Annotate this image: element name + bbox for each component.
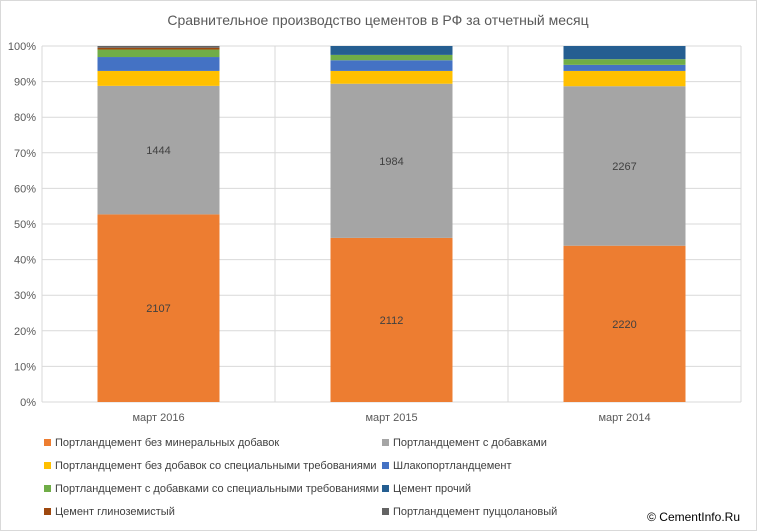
bar-segment	[563, 64, 686, 71]
bar-segment	[97, 46, 220, 48]
bar-segment	[330, 46, 453, 55]
legend-swatch	[44, 485, 51, 492]
legend-swatch	[382, 508, 389, 515]
bar-segment	[330, 60, 453, 71]
y-tick-label: 0%	[20, 397, 36, 409]
y-tick-label: 20%	[14, 326, 36, 338]
bar-segment	[330, 70, 453, 84]
legend-label: Шлакопортландцемент	[393, 460, 512, 472]
bar-segment	[563, 70, 686, 87]
data-label: 2267	[612, 161, 636, 173]
legend-label: Портландцемент без добавок со специальны…	[55, 460, 377, 472]
y-tick-label: 10%	[14, 361, 36, 373]
legend-swatch	[44, 462, 51, 469]
y-tick-label: 60%	[14, 183, 36, 195]
y-tick-label: 30%	[14, 290, 36, 302]
bar-segment	[97, 47, 220, 50]
bar-segment	[97, 214, 220, 402]
legend-swatch	[382, 439, 389, 446]
data-label: 2220	[612, 319, 636, 331]
bar-segment	[97, 85, 220, 215]
data-labels: 2107 1444 2112 1984 2220 2267	[146, 145, 636, 331]
y-tick-label: 100%	[8, 41, 36, 53]
bar-segment	[330, 83, 453, 238]
bar-segment	[563, 46, 686, 60]
chart-title: Сравнительное производство цементов в РФ…	[167, 12, 588, 28]
data-label: 1984	[379, 156, 403, 168]
legend-swatch	[382, 462, 389, 469]
legend-swatch	[44, 508, 51, 515]
legend-label: Цемент глиноземистый	[55, 506, 175, 518]
data-label: 2107	[146, 303, 170, 315]
y-tick-label: 80%	[14, 112, 36, 124]
data-label: 1444	[146, 145, 170, 157]
bar-segment	[97, 57, 220, 71]
bar-segment	[97, 49, 220, 58]
bar-segment	[563, 59, 686, 65]
bar-segment	[563, 245, 686, 402]
y-tick-label: 40%	[14, 255, 36, 267]
x-tick-label: март 2015	[365, 412, 417, 424]
legend-label: Портландцемент без минеральных добавок	[55, 437, 279, 449]
legend-label: Портландцемент с добавками со специальны…	[55, 483, 379, 495]
y-tick-label: 50%	[14, 219, 36, 231]
bar-segment	[97, 70, 220, 86]
copyright-text: © CementInfo.Ru	[647, 510, 740, 524]
legend-label: Портландцемент пуццолановый	[393, 506, 557, 518]
bar-segment	[330, 237, 453, 402]
x-tick-label: март 2014	[598, 412, 650, 424]
bars	[97, 46, 686, 402]
bar-segment	[330, 54, 453, 61]
legend-label: Портландцемент с добавками	[393, 437, 547, 449]
legend-swatch	[382, 485, 389, 492]
y-tick-label: 70%	[14, 148, 36, 160]
legend: Портландцемент без минеральных добавок По…	[44, 437, 557, 518]
x-tick-label: март 2016	[132, 412, 184, 424]
legend-swatch	[44, 439, 51, 446]
bar-segment	[563, 86, 686, 246]
y-tick-label: 90%	[14, 77, 36, 89]
data-label: 2112	[380, 315, 404, 327]
legend-label: Цемент прочий	[393, 483, 471, 495]
